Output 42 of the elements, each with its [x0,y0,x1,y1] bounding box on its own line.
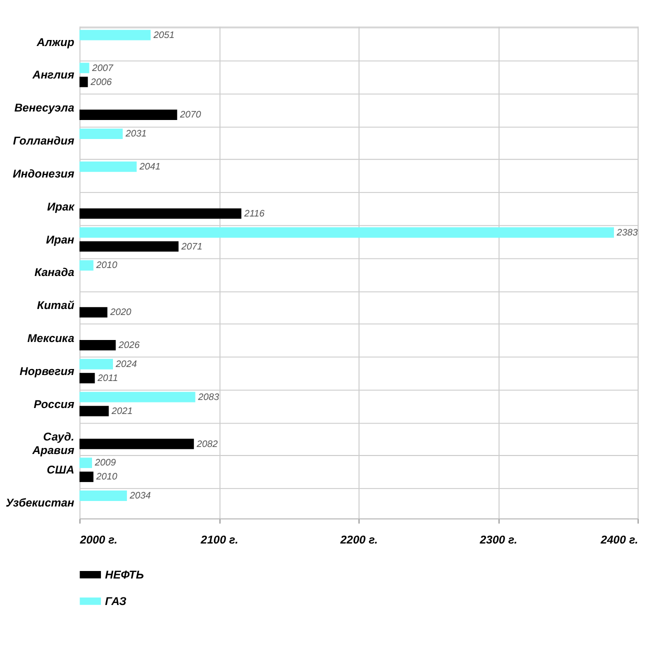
y-tick-label: Иран [46,234,74,246]
data-label: 2010 [95,472,118,483]
data-label: 2070 [178,110,202,121]
data-label: 2116 [243,208,266,220]
legend-label: ГАЗ [105,596,128,608]
data-label: 2041 [138,162,161,173]
data-label: 2071 [180,241,202,252]
data-label: 2007 [91,62,114,74]
y-tick-label: Сауд. Аравия [31,432,75,457]
y-tick-label: Индонезия [12,168,75,180]
y-tick-label: Венесуэла [14,102,74,115]
data-label: 2009 [94,458,117,469]
data-label: 2383 [616,227,639,238]
data-label: 2034 [128,490,151,502]
y-tick-label: Канада [34,267,74,280]
data-label: 2024 [114,358,137,370]
legend-label: НЕФТЬ [105,569,144,582]
data-label: 2083 [197,392,220,403]
x-tick-label: 2300 г. [478,534,518,546]
y-tick-label: США [46,464,74,477]
y-tick-label: Узбекистан [6,498,74,510]
data-label: 2026 [118,340,140,352]
data-label: 2051 [152,30,175,41]
y-tick-label: Китай [37,300,74,312]
y-tick-label: Норвегия [20,366,75,378]
y-tick-label: Голландия [13,136,75,148]
y-tick-label: Алжир [36,36,74,49]
y-tick-label: Россия [34,398,75,411]
data-label: 2082 [196,438,219,450]
y-tick-label: Ирак [47,201,76,214]
x-tick-label: 2200 г. [339,534,378,546]
y-tick-label: Англия [32,70,75,82]
x-tick-label: 2400 г. [600,534,638,546]
x-tick-label: 2000 г. [78,534,118,546]
data-label: 2031 [124,128,147,140]
data-label: 2011 [96,372,118,384]
x-tick-label: 2100 г. [200,534,238,546]
y-tick-label: Мексика [27,333,74,345]
data-label: 2021 [110,406,133,417]
data-label: 2006 [90,76,112,88]
data-label: 2020 [109,307,132,318]
data-label: 2010 [95,260,118,272]
